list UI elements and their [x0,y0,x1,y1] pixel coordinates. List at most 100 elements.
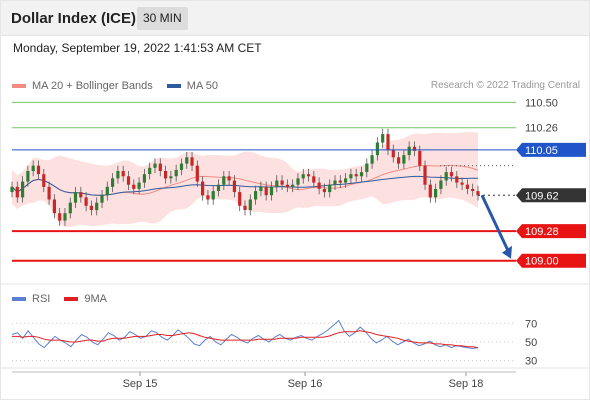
candle-body [142,174,146,183]
candle-body [73,192,78,203]
candle-body [280,180,284,185]
candle-body [201,181,205,196]
rsi-series-line-rsi [11,319,479,350]
candle-body [47,186,51,200]
level-tag-last [516,188,586,203]
legend-swatch-rsi [12,297,26,301]
candle-body [232,180,236,193]
rsi-series-line-9ma [12,330,479,349]
level-label-resistance: 110.50 [525,97,558,109]
candle-body [148,167,152,175]
candle-body [460,182,464,185]
candle-body [254,191,258,200]
level-tag-pivot [516,142,586,157]
candle-body [10,186,14,193]
candle-body [238,192,242,206]
candle-body [317,182,321,189]
candle-body [100,195,104,203]
legend-item-rsi: RSI [12,293,50,305]
candle-body [243,205,247,210]
level-label-resistance: 110.26 [525,123,558,135]
candle-body [79,192,83,198]
candle-body [84,197,88,206]
candle-body [391,149,395,158]
source-credit: Research © 2022 Trading Central [430,80,580,91]
candle-body [216,184,221,191]
candle-body [291,184,295,187]
candle-body [174,169,178,177]
candle-body [444,172,448,181]
candle-body [275,180,279,187]
chart-header: Dollar Index (ICE) 30 MIN [0,0,590,36]
legend-swatch-ma20 [12,84,26,88]
legend-label-ma50: MA 50 [186,80,218,92]
candle-body [126,176,131,185]
candle-body [264,186,268,196]
candle-body [434,188,438,198]
candle-body [132,184,136,189]
legend-item-9ma: 9MA [64,293,107,305]
level-label-last: 109.62 [525,190,559,202]
candle-body [407,146,411,156]
candle-body [31,165,35,171]
candle-body [222,176,226,185]
legend-item-ma20: MA 20 + Bollinger Bands [12,80,153,92]
candle-body [195,165,199,182]
candle-body [269,186,274,196]
main-legend: MA 20 + Bollinger Bands MA 50 [12,80,232,92]
candle-body [21,181,25,198]
x-tick-label: Sep 16 [288,378,323,390]
candle-body [52,199,56,214]
candle-body [121,171,125,177]
timeframe-badge[interactable]: 30 MIN [137,7,188,30]
candle-body [306,174,311,177]
candle-body [211,191,215,200]
candle-body [206,195,210,200]
rsi-legend: RSI 9MA [12,293,121,305]
candle-body [169,176,173,179]
x-tick-label: Sep 15 [123,378,158,390]
candle-body [338,180,342,183]
legend-label-rsi: RSI [32,293,51,305]
candle-body [344,178,348,183]
candle-body [185,157,189,164]
candle-body [312,176,316,183]
ma50-line [11,175,479,196]
level-label-support: 109.28 [525,226,559,238]
rsi-tick-label: 50 [525,337,537,349]
candle-body [15,186,19,198]
candle-body [285,184,289,187]
legend-swatch-ma50 [166,84,181,88]
candle-body [449,172,454,177]
candle-body [296,178,300,185]
forecast-arrow-shaft [480,194,511,254]
candle-body [476,191,480,196]
candle-body [412,146,417,151]
candle-body [349,174,353,179]
candle-body [370,155,374,164]
candle-body [381,134,385,143]
candle-body [105,186,109,196]
candle-body [68,202,72,214]
candle-body [418,150,422,166]
candle-body [365,163,369,172]
candle-body [26,171,30,182]
timestamp: Monday, September 19, 2022 1:41:53 AM CE… [13,41,262,55]
level-label-support: 109.00 [525,256,559,268]
level-tag-support [516,253,586,268]
x-tick-label: Sep 18 [449,378,484,390]
candle-body [111,178,115,187]
candle-body [375,142,379,156]
candle-body [95,202,99,211]
candle-body [465,184,469,189]
level-label-pivot: 110.05 [525,145,558,157]
candle-body [455,176,459,183]
forecast-arrow-head [502,245,512,259]
candle-body [428,184,432,198]
candle-body [63,213,67,221]
candle-body [248,199,252,211]
bollinger-band [12,132,478,228]
candle-body [190,157,194,166]
candle-body [301,174,305,179]
